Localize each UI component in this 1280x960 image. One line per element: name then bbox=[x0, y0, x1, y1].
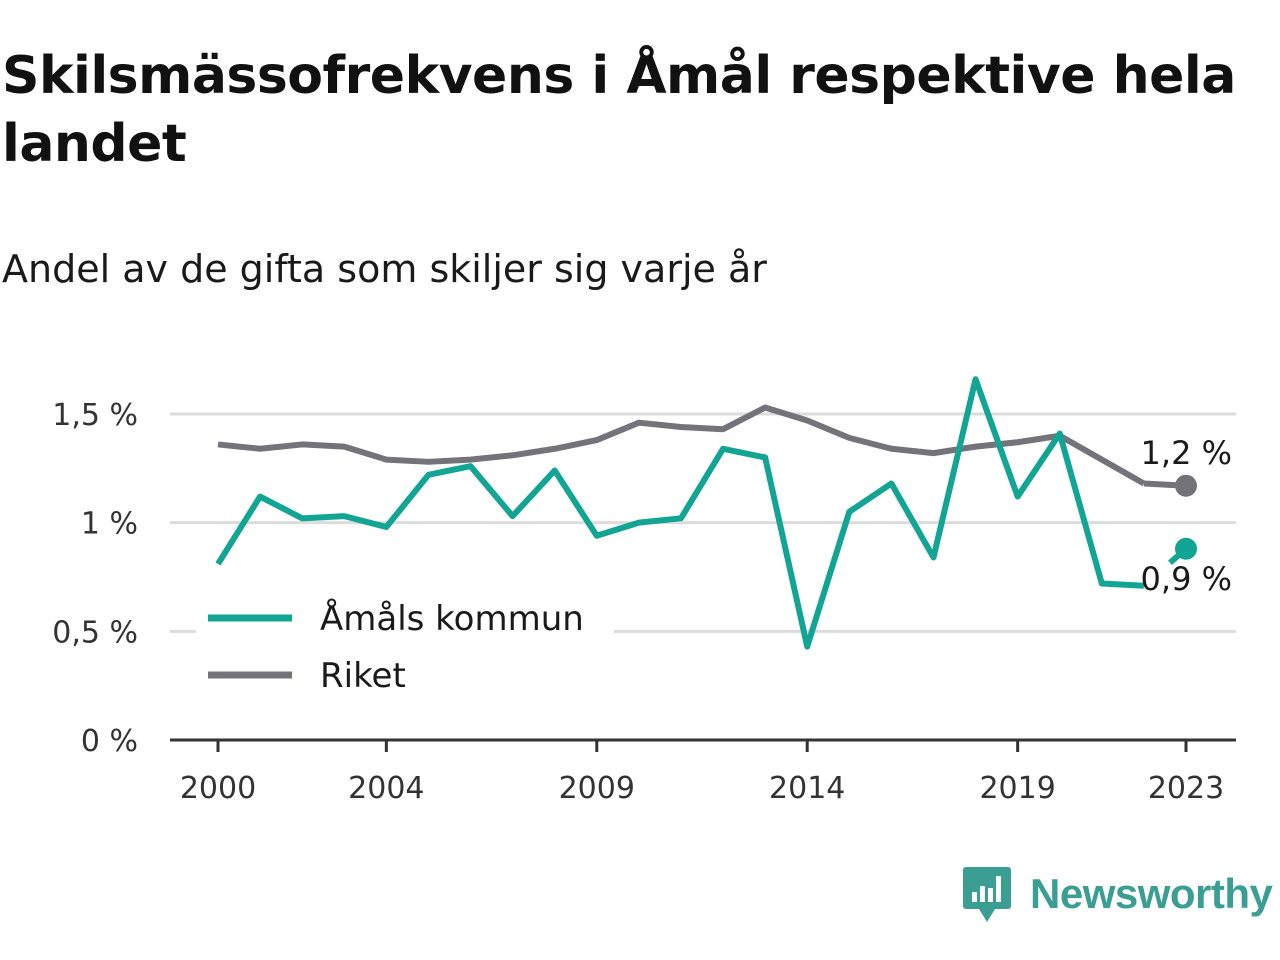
newsworthy-logo: Newsworthy bbox=[962, 862, 1273, 926]
series-line bbox=[217, 404, 1146, 487]
x-tick-label: 2019 bbox=[979, 771, 1055, 806]
series-end-point bbox=[1175, 474, 1197, 497]
end-label-amal: 0,9 % bbox=[1141, 560, 1232, 598]
y-tick-label: 1,5 % bbox=[52, 398, 138, 433]
x-tick-label: 2000 bbox=[180, 771, 256, 806]
end-label-riket: 1,2 % bbox=[1141, 434, 1232, 472]
legend: Åmåls kommun Riket bbox=[196, 590, 614, 706]
y-tick-label: 0 % bbox=[81, 724, 138, 759]
x-tick-label: 2014 bbox=[769, 771, 845, 806]
axes: 0 % 0,5 % 1 % 1,5 % 2000 2004 2009 2014 2019 2023 bbox=[52, 398, 1236, 806]
y-tick-label: 1 % bbox=[81, 507, 138, 542]
y-tick-label: 0,5 % bbox=[52, 615, 138, 650]
legend-background bbox=[196, 590, 614, 706]
newsworthy-bar-chart-icon bbox=[963, 867, 1011, 922]
chart-subtitle: Andel av de gifta som skiljer sig varje … bbox=[2, 247, 767, 291]
x-tick-label: 2023 bbox=[1148, 771, 1224, 806]
chart-title: Skilsmässofrekvens i Åmål respektive hel… bbox=[2, 46, 1236, 174]
brand-name: Newsworthy bbox=[1030, 870, 1273, 917]
series-line bbox=[215, 376, 1145, 650]
legend-label: Åmåls kommun bbox=[320, 598, 584, 639]
legend-label: Riket bbox=[320, 656, 406, 696]
x-tick-label: 2009 bbox=[559, 771, 635, 806]
x-tick-label: 2004 bbox=[348, 771, 424, 806]
series-lines bbox=[215, 376, 1197, 650]
end-labels: 1,2 % 0,9 % bbox=[1141, 434, 1232, 598]
series-end-point bbox=[1175, 537, 1197, 560]
